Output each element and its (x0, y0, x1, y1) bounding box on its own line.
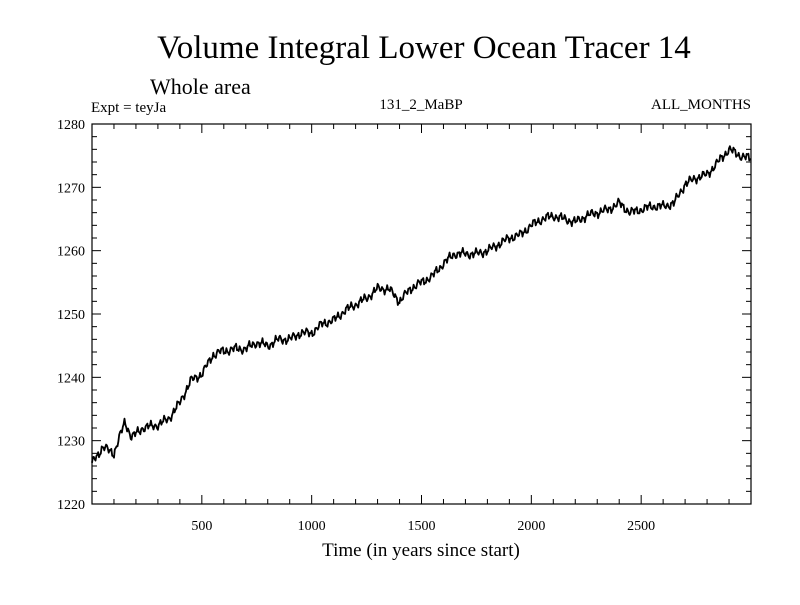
x-tick-label: 1500 (408, 519, 436, 534)
y-tick-label: 1270 (57, 181, 85, 196)
x-tick-label: 500 (191, 519, 212, 534)
plot-frame (91, 123, 752, 505)
series-line (91, 145, 752, 463)
period-label: ALL_MONTHS (651, 97, 751, 113)
x-tick-labels: 500 1000 1500 2000 2500 (191, 519, 655, 534)
axis-ticks (92, 124, 751, 504)
chart-title: Volume Integral Lower Ocean Tracer 14 (157, 30, 691, 66)
y-tick-label: 1280 (57, 118, 85, 133)
y-tick-labels: 1220 1230 1240 1250 1260 1270 1280 (57, 118, 85, 513)
x-tick-label: 1000 (298, 519, 326, 534)
chart-subtitle: Whole area (150, 74, 251, 99)
y-tick-label: 1260 (57, 245, 85, 260)
run-label: 131_2_MaBP (379, 97, 462, 113)
y-tick-label: 1240 (57, 371, 85, 386)
x-tick-label: 2500 (627, 519, 655, 534)
experiment-label: Expt = teyJa (91, 100, 166, 116)
x-tick-label: 2000 (517, 519, 545, 534)
y-tick-label: 1220 (57, 498, 85, 513)
y-tick-label: 1250 (57, 308, 85, 323)
y-tick-label: 1230 (57, 435, 85, 450)
x-axis-label: Time (in years since start) (322, 540, 520, 561)
